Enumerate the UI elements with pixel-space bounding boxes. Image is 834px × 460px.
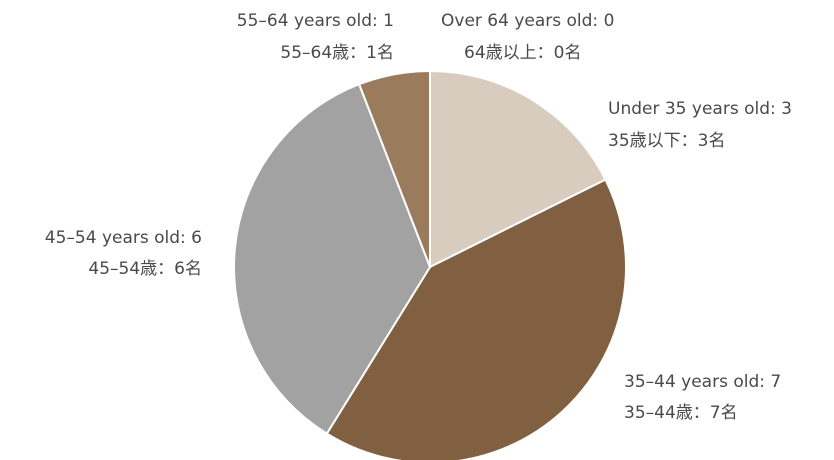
label-under-35: Under 35 years old: 3 35歳以下：3名 [608, 99, 792, 151]
label-under-35-ja: 35歳以下：3名 [608, 131, 725, 151]
label-55-64-ja: 55–64歳：1名 [280, 43, 394, 63]
label-35-44-ja: 35–44歳：7名 [624, 403, 738, 423]
label-over-64-en: Over 64 years old: 0 [441, 11, 614, 31]
slice-35-44 [325, 178, 627, 460]
slice-45-54 [233, 83, 431, 435]
label-35-44-en: 35–44 years old: 7 [624, 372, 781, 392]
label-55-64: 55–64 years old: 1 55–64歳：1名 [237, 11, 394, 63]
label-over-64: Over 64 years old: 0 64歳以上：0名 [441, 11, 614, 63]
slice-55-64 [358, 70, 431, 268]
label-over-64-ja: 64歳以上：0名 [464, 43, 581, 63]
label-45-54-ja: 45–54歳：6名 [88, 259, 202, 279]
label-45-54-en: 45–54 years old: 6 [45, 228, 202, 248]
label-45-54: 45–54 years old: 6 45–54歳：6名 [45, 228, 202, 279]
label-55-64-en: 55–64 years old: 1 [237, 11, 394, 31]
label-35-44: 35–44 years old: 7 35–44歳：7名 [624, 372, 781, 423]
label-under-35-en: Under 35 years old: 3 [608, 99, 792, 119]
pie-slices [233, 70, 627, 460]
slice-under-35 [429, 70, 607, 268]
